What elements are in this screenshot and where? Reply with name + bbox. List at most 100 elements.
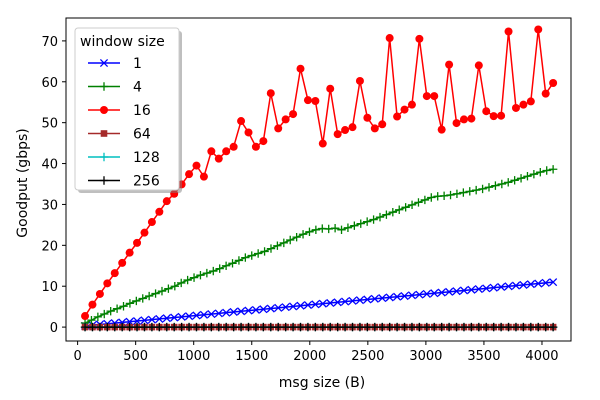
data-point [207,322,216,332]
data-point [303,96,312,105]
data-point [430,92,439,101]
data-point [253,249,263,258]
data-point [118,258,127,267]
data-point [296,64,305,73]
data-point [311,96,320,105]
data-point [221,261,231,270]
legend-entry-4: 4 [88,80,142,96]
data-point [192,311,201,320]
data-point [385,34,394,43]
data-point [474,285,483,294]
data-point [548,322,558,332]
data-point [452,189,462,199]
data-point [125,248,134,257]
legend-entry-128: 128 [88,150,160,166]
data-point [541,89,550,98]
data-point [103,322,112,332]
data-point [100,309,109,319]
data-point [93,312,103,322]
data-point [333,298,342,307]
data-point [259,305,268,314]
data-point [259,322,268,332]
data-point [497,282,506,292]
data-point [407,100,416,109]
data-point [519,280,528,289]
data-point [162,322,171,332]
data-point [266,89,275,98]
data-point [192,161,201,170]
plot-area [80,25,558,332]
data-point [430,322,439,332]
data-point [229,307,238,317]
data-point [378,120,387,129]
data-point [155,207,164,216]
data-point [407,291,417,300]
data-point [519,100,528,109]
data-point [110,269,119,278]
legend-label: 64 [133,127,151,143]
data-point [363,322,372,332]
data-point [162,197,171,206]
data-point [214,322,223,332]
data-point [260,247,269,256]
data-point [95,289,104,298]
data-point [138,294,147,303]
data-point [81,312,90,321]
data-point [281,303,290,312]
data-point [199,322,209,332]
data-point [330,223,340,233]
data-point [422,92,431,101]
data-point [542,166,551,175]
data-point [511,103,520,112]
data-point [274,303,283,312]
data-point [222,308,231,317]
data-point [393,112,402,121]
data-point [348,123,357,132]
data-point [497,111,506,120]
data-point [382,210,391,219]
y-tick-label: 0 [50,321,58,336]
data-point [415,322,424,332]
data-point [356,219,365,228]
data-point [289,110,298,119]
data-point [392,322,402,332]
data-point [132,322,142,332]
data-point [467,322,476,332]
data-point [112,304,122,313]
data-point [348,296,357,305]
data-point [318,322,327,332]
data-point [536,167,545,177]
data-point [516,174,526,183]
data-point [132,316,142,326]
data-point [534,279,543,288]
data-point [185,170,194,179]
data-point [548,165,558,174]
data-point [459,188,468,197]
data-point [311,225,321,234]
legend-label: 1 [133,56,142,72]
data-point [303,300,312,310]
data-point [459,286,469,295]
data-point [370,124,379,133]
data-point [147,322,157,332]
x-tick-label: 1000 [177,349,210,364]
data-point [229,142,238,151]
data-point [363,295,372,304]
data-point [274,322,283,332]
data-point [378,294,387,303]
data-point [119,302,128,311]
data-point [363,113,372,122]
data-point [183,275,192,285]
data-point [292,232,301,242]
x-tick-label: 500 [123,349,148,364]
data-point [147,315,156,324]
data-point [333,130,342,139]
y-tick-label: 40 [41,158,58,173]
data-point [400,105,409,114]
legend-entry-1: 1 [88,56,142,72]
data-point [228,259,237,268]
data-point [279,238,289,248]
data-point [303,322,313,332]
data-point [88,322,97,332]
